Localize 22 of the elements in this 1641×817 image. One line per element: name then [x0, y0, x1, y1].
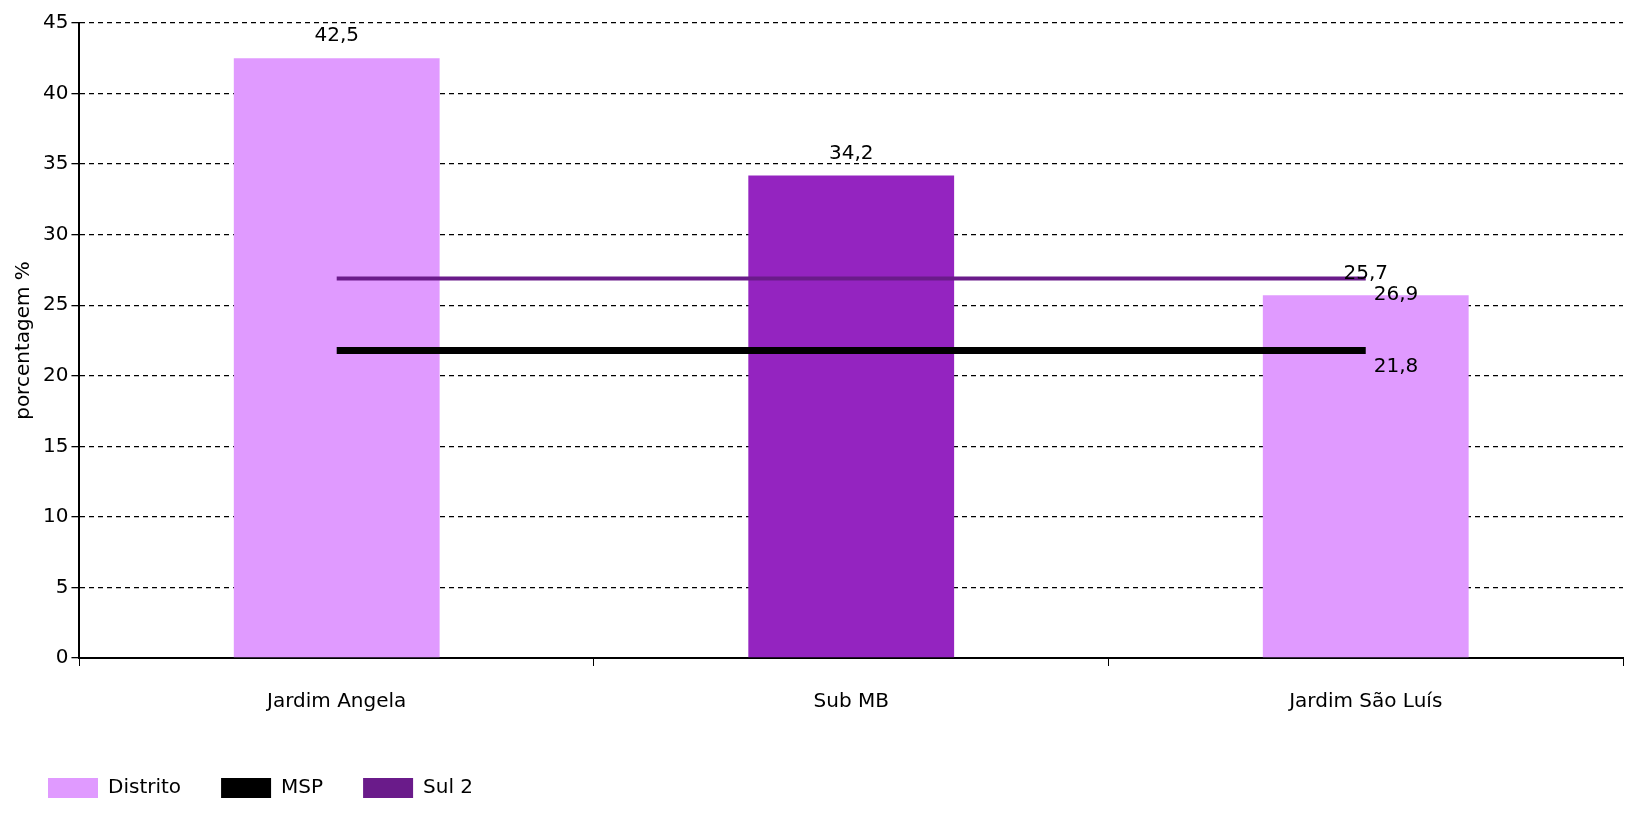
data-label: 21,8 — [1373, 352, 1419, 377]
y-tick-label: 5 — [55, 573, 69, 598]
y-tick-label: 25 — [43, 291, 69, 316]
data-label: 34,2 — [828, 139, 874, 164]
y-axis-title: porcentagem % — [10, 261, 35, 420]
bar — [233, 58, 440, 658]
y-tick-label: 40 — [43, 79, 69, 104]
x-tick-label: Sub MB — [813, 688, 889, 713]
legend-label: MSP — [281, 774, 324, 799]
y-tick-label: 35 — [43, 150, 69, 175]
y-tick-label: 20 — [43, 361, 69, 386]
x-tick-label: Jardim São Luís — [1287, 688, 1443, 713]
y-tick-label: 45 — [43, 9, 69, 34]
y-tick-label: 15 — [43, 432, 69, 457]
y-tick-label: 30 — [43, 220, 69, 245]
bar — [748, 175, 955, 658]
y-tick-label: 0 — [55, 644, 69, 669]
legend-label: Sul 2 — [423, 774, 474, 799]
data-label: 42,5 — [314, 22, 359, 47]
x-tick-label: Jardim Angela — [265, 688, 407, 713]
y-tick-label: 10 — [43, 503, 69, 528]
legend-label: Distrito — [108, 774, 182, 799]
